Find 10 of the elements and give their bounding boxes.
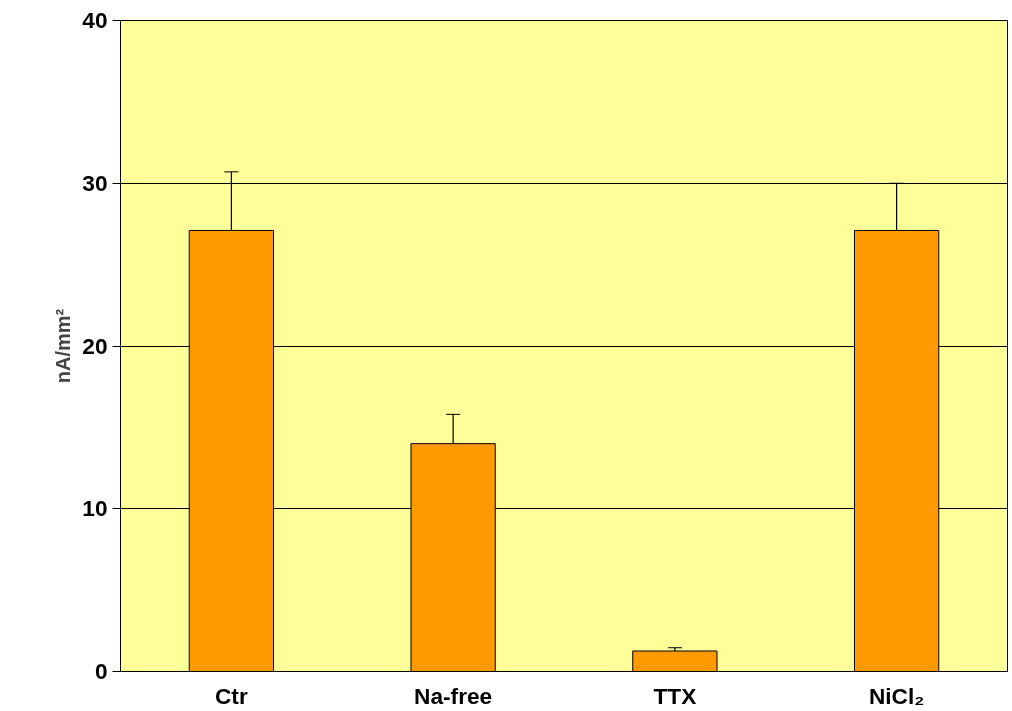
y-tick-label: 0: [94, 658, 108, 684]
y-tick-label: 20: [82, 332, 108, 359]
y-axis-title: nA/mm²: [52, 308, 75, 384]
y-tick-label: 30: [82, 169, 108, 196]
x-tick-label: NiCl₂: [868, 682, 925, 709]
x-tick-label: TTX: [653, 682, 697, 709]
y-tick-label: 40: [82, 7, 108, 33]
x-tick-label: Ctr: [215, 682, 248, 709]
y-tick-label: 10: [82, 495, 108, 522]
x-tick-label: Na-free: [414, 682, 493, 709]
